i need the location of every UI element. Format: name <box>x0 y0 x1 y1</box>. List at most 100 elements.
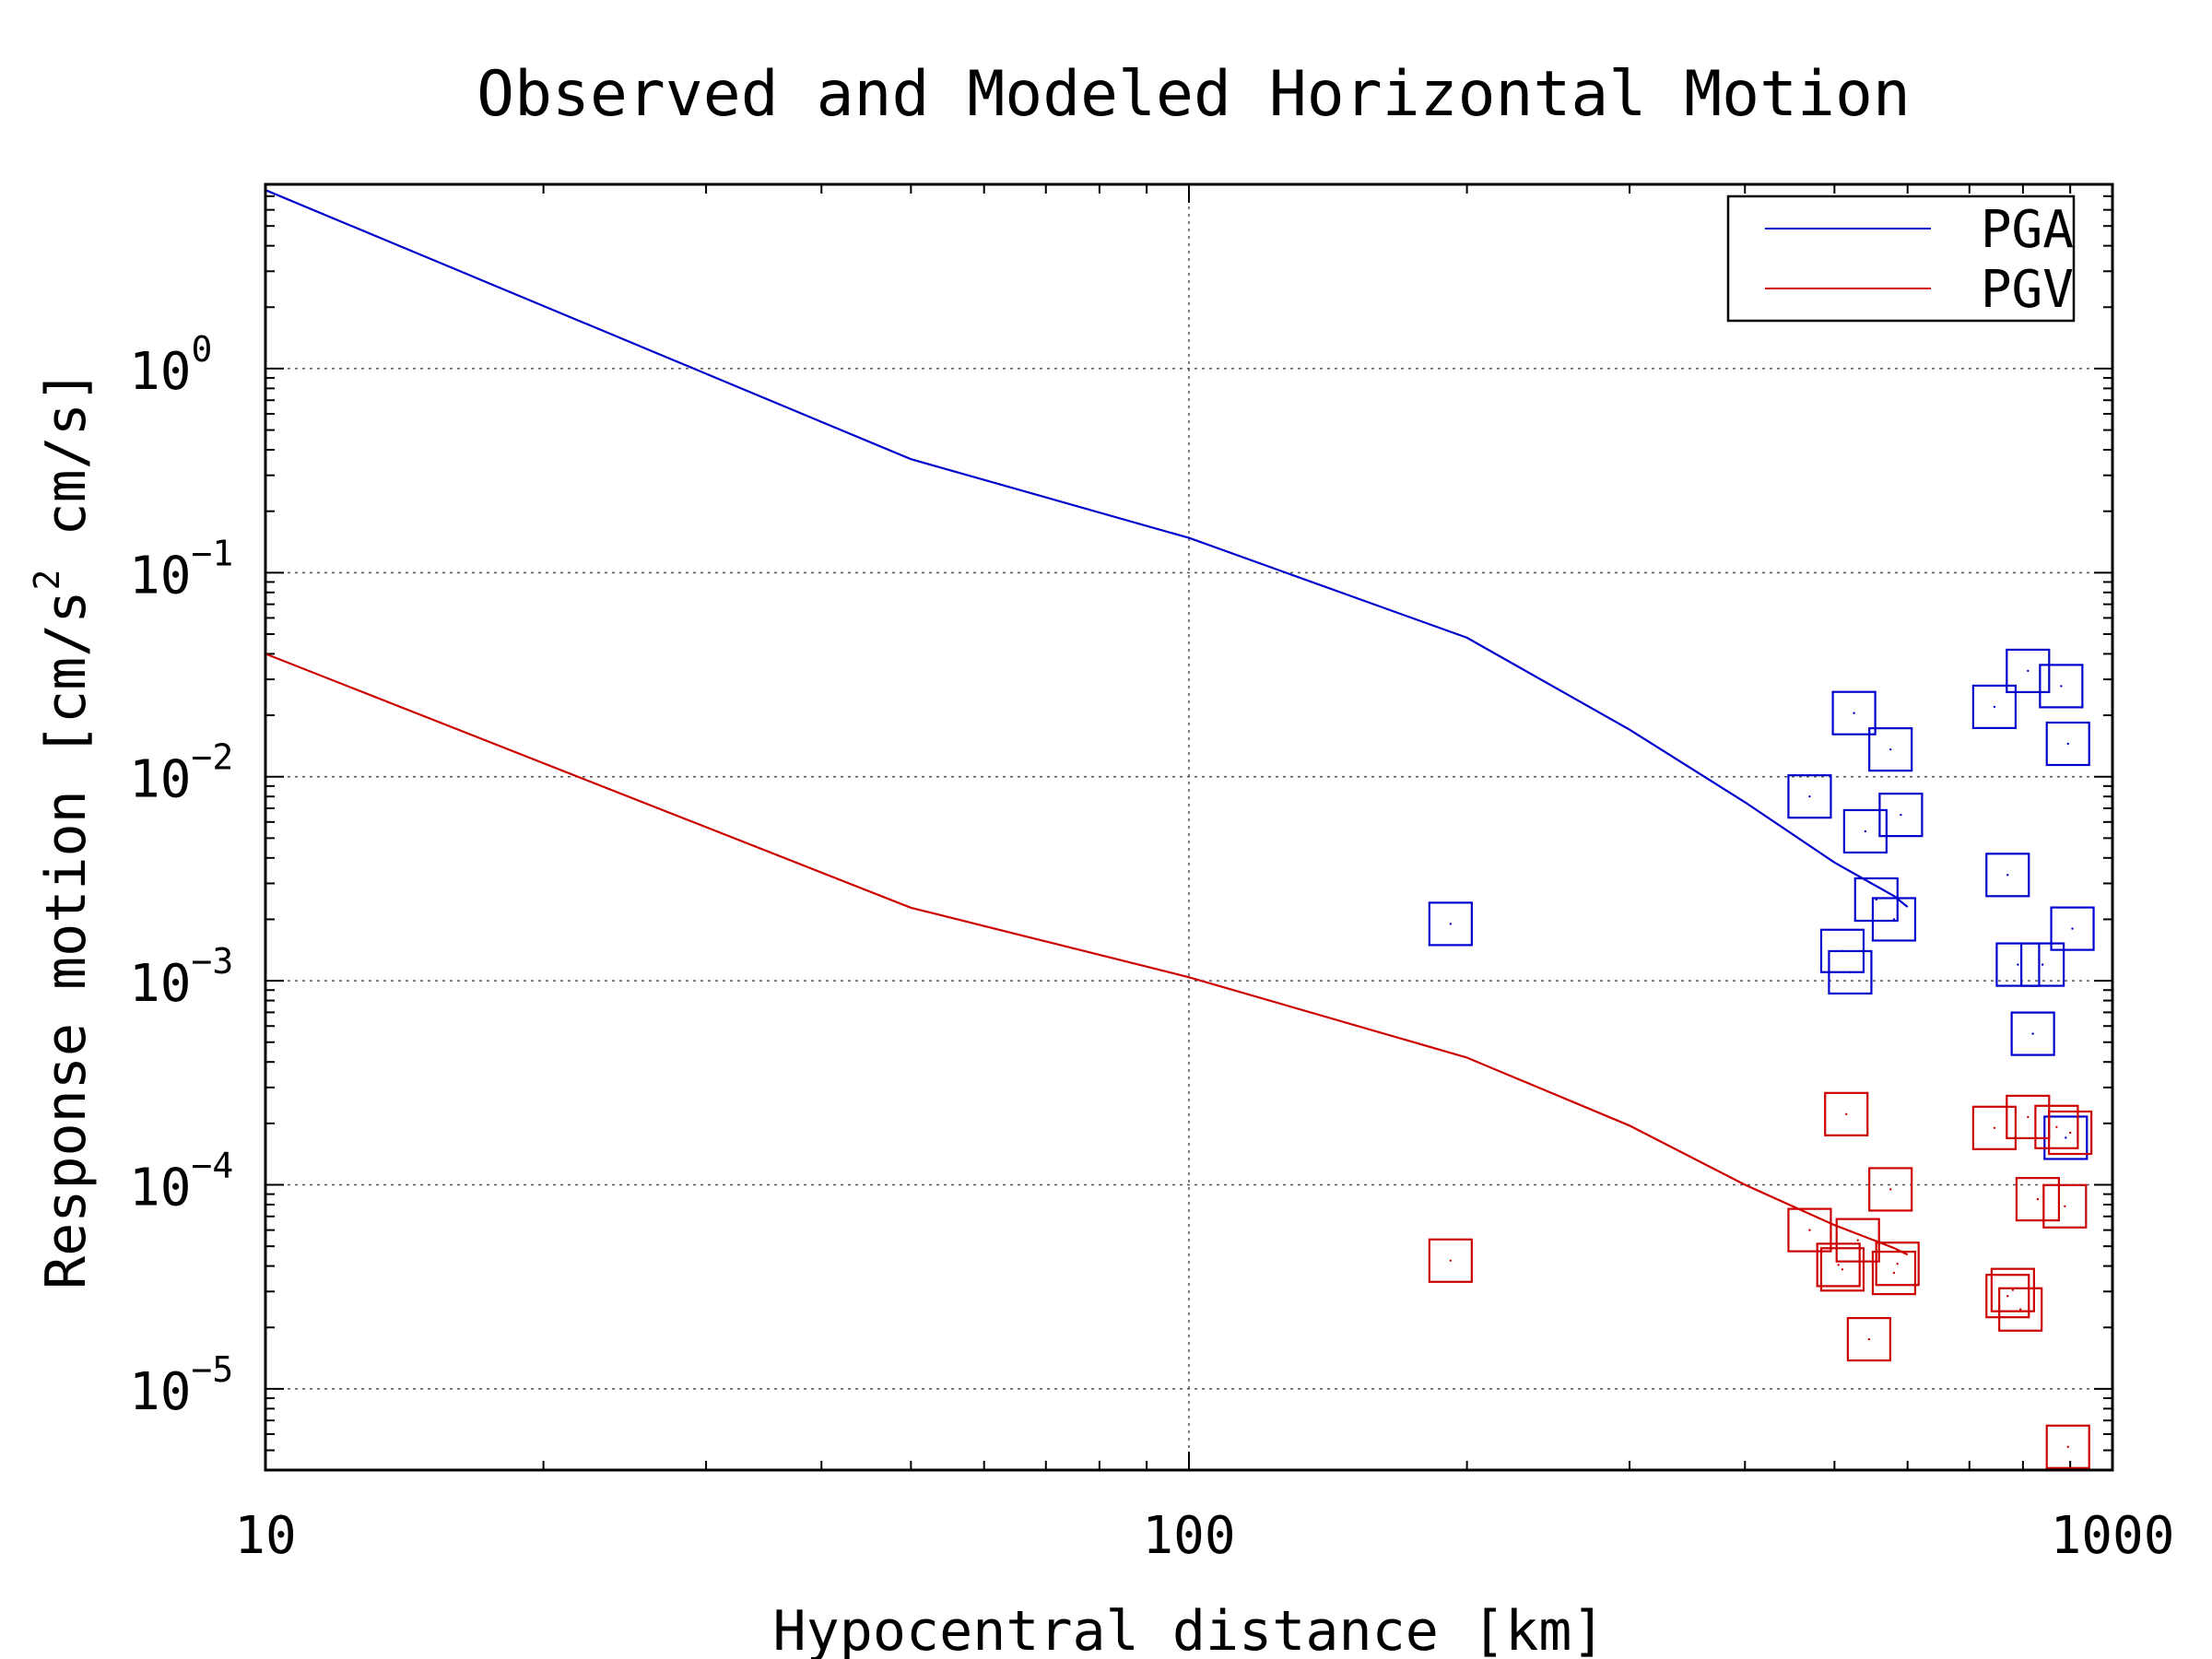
x-tick-labels: 10 100 1000 <box>234 1506 2174 1566</box>
chart-title: Observed and Modeled Horizontal Motion <box>477 58 1911 131</box>
observed-point-center-pga <box>2071 927 2074 930</box>
observed-point-center-pgv <box>2006 1295 2009 1298</box>
series-points <box>1428 648 2095 1469</box>
y-axis-label-superscript: 2 <box>27 570 67 591</box>
observed-point-center-pgv <box>2055 1125 2058 1128</box>
y-tick-label-exponent: −2 <box>191 737 233 778</box>
observed-point-pgv <box>2042 1183 2088 1229</box>
x-tick-label: 100 <box>1142 1506 1235 1566</box>
y-tick-label-exponent: −1 <box>191 533 233 573</box>
observed-point-pga <box>1828 949 1873 995</box>
observed-point-pgv <box>1824 1091 1869 1136</box>
observed-point-pgv <box>2048 1110 2093 1156</box>
observed-point-pga <box>1985 853 2030 898</box>
observed-point-center-pgv <box>2068 1131 2072 1135</box>
observed-point-pga <box>1853 877 1899 923</box>
observed-point-center-pgv <box>2027 1115 2030 1119</box>
y-tick-label-base: 10 <box>129 1362 191 1422</box>
observed-point-center-pga <box>1449 923 1453 925</box>
observed-point-pgv <box>1875 1241 1920 1287</box>
observed-point-pga <box>1868 727 1913 772</box>
y-tick-label-exponent: −4 <box>191 1146 233 1186</box>
y-axis-label: Response motion [cm/s2 cm/s] <box>27 370 99 1289</box>
observed-point-pga <box>2050 906 2095 951</box>
observed-point-pga <box>1842 808 1888 854</box>
observed-point-pga <box>1831 690 1877 735</box>
y-tick-label: 10−3 <box>129 941 233 1014</box>
observed-point-pgv <box>1819 1247 1865 1292</box>
observed-point-center-pgv <box>1449 1259 1453 1262</box>
observed-point-pga <box>1871 897 1917 942</box>
observed-point-pga <box>2006 648 2051 694</box>
observed-point-center-pga <box>1900 813 1902 817</box>
y-tick-label: 10−2 <box>129 737 233 810</box>
y-tick-label: 10−1 <box>129 533 233 606</box>
observed-point-pgv <box>2045 1424 2090 1469</box>
observed-point-center-pgv <box>1808 1229 1811 1231</box>
y-tick-label-exponent: −5 <box>191 1349 233 1390</box>
observed-point-center-pga <box>1864 830 1867 833</box>
legend-box <box>1726 194 2076 323</box>
y-tick-label-exponent: −3 <box>191 941 233 982</box>
legend-label-pgv: PGV <box>1981 260 2074 320</box>
y-tick-label-base: 10 <box>129 954 191 1014</box>
y-tick-label-base: 10 <box>129 546 191 606</box>
legend: PGA PGV <box>1726 194 2076 323</box>
observed-point-center-pgv <box>1837 1264 1840 1266</box>
x-axis-label: Hypocentral distance [km] <box>772 1599 1605 1659</box>
y-tick-label: 100 <box>129 329 212 402</box>
observed-point-center-pga <box>2031 1032 2034 1035</box>
ticks <box>265 183 2113 1471</box>
observed-point-center-pga <box>2027 669 2030 673</box>
observed-point-center-pga <box>2066 742 2069 746</box>
observed-point-center-pga <box>2060 685 2063 688</box>
observed-point-pga <box>1878 793 1924 838</box>
observed-point-center-pgv <box>2064 1205 2066 1207</box>
observed-point-center-pga <box>2017 963 2019 966</box>
observed-point-pgv <box>2034 1104 2079 1149</box>
observed-point-pga <box>2045 721 2090 767</box>
observed-point-center-pga <box>1853 712 1855 714</box>
observed-point-center-pgv <box>2011 1288 2015 1291</box>
observed-point-center-pga <box>2041 963 2044 966</box>
x-tick-label: 1000 <box>2051 1506 2175 1566</box>
observed-point-center-pgv <box>1841 1268 1844 1271</box>
observed-point-center-pgv <box>2066 1445 2069 1448</box>
legend-label-pga: PGA <box>1981 200 2074 260</box>
observed-point-center-pgv <box>1856 1239 1859 1241</box>
observed-point-center-pgv <box>1845 1112 1848 1116</box>
x-tick-label: 10 <box>234 1506 296 1566</box>
observed-point-center-pgv <box>1892 1271 1896 1275</box>
observed-point-center-pgv <box>1993 1126 1996 1129</box>
observed-point-pgv <box>1816 1242 1861 1288</box>
observed-point-center-pga <box>2065 1136 2067 1139</box>
observed-point-pgv <box>1835 1218 1880 1263</box>
observed-point-center-pgv <box>1888 1188 1892 1191</box>
observed-point-center-pgv <box>1867 1337 1871 1341</box>
observed-point-center-pgv <box>2036 1197 2040 1201</box>
y-axis-label-tail: cm/s] <box>34 370 99 536</box>
observed-point-pgv <box>1871 1251 1917 1296</box>
observed-point-pga <box>2039 664 2084 709</box>
observed-point-pga <box>1971 684 2018 730</box>
observed-point-pgv <box>1846 1316 1891 1362</box>
y-tick-label: 10−5 <box>129 1349 233 1422</box>
observed-point-pga <box>2020 942 2065 987</box>
observed-point-pgv <box>1428 1238 1473 1283</box>
observed-point-center-pga <box>1849 971 1852 974</box>
y-tick-label-exponent: 0 <box>191 329 212 370</box>
grid <box>265 184 2112 1470</box>
observed-point-pgv <box>1971 1105 2018 1150</box>
observed-point-pgv <box>1868 1167 1913 1212</box>
y-tick-label-base: 10 <box>129 342 191 402</box>
y-axis-label-main: Response motion [cm/s <box>34 590 99 1289</box>
series-lines <box>265 189 1909 1256</box>
observed-point-pga <box>1428 901 1473 947</box>
y-tick-label-base: 10 <box>129 750 191 810</box>
plot-frame <box>264 182 2114 1472</box>
observed-point-center-pgv <box>1896 1263 1899 1265</box>
model-line-pga <box>265 189 1909 908</box>
y-tick-label-base: 10 <box>129 1159 191 1218</box>
